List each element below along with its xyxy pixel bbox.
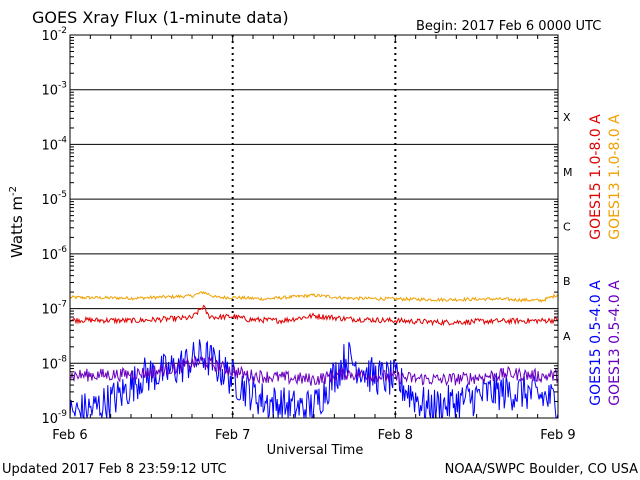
legend: GOES15 1.0-8.0 A GOES13 1.0-8.0 A GOES15 0… [588,114,623,406]
legend-entry: GOES15 1.0-8.0 A [588,114,604,240]
legend-entry: GOES15 0.5-4.0 A [588,280,604,406]
y-tick-label: 10-7 [41,300,67,318]
flare-class-label: M [563,166,573,179]
flare-class-labels: A B C M X [563,111,573,343]
y-tick-exponent: -4 [58,135,67,145]
x-tick-labels: Feb 6 Feb 7 Feb 8 Feb 9 [52,428,575,443]
credit-text: NOAA/SWPC Boulder, CO USA [445,462,638,477]
flare-class-label: C [563,221,571,234]
y-axis-label: Watts m-2 [8,186,26,258]
y-tick-exponent: -6 [58,245,67,255]
axes-layer [69,35,559,418]
updated-timestamp: Updated 2017 Feb 8 23:59:12 UTC [2,462,227,477]
y-tick-base: 10 [41,29,58,44]
y-tick-base: 10 [41,138,58,153]
x-tick-label: Feb 7 [215,428,250,443]
plot-frame [69,34,559,419]
series-line [69,339,559,420]
series-line [69,355,559,387]
flare-class-label: A [563,330,571,343]
y-tick-exponent: -2 [58,26,67,36]
chart-subtitle: Begin: 2017 Feb 6 0000 UTC [416,19,601,34]
x-tick-label: Feb 6 [52,428,87,443]
y-tick-label: 10-4 [41,135,67,153]
legend-entry: GOES13 1.0-8.0 A [607,114,623,240]
y-tick-label: 10-3 [41,81,67,99]
x-tick-label: Feb 8 [378,428,413,443]
y-tick-label: 10-6 [41,245,67,263]
series-line [69,304,559,327]
y-tick-label: 10-2 [41,26,67,44]
y-tick-base: 10 [41,84,58,99]
y-tick-base: 10 [41,357,58,372]
y-tick-base: 10 [41,303,58,318]
y-tick-label: 10-9 [41,409,67,427]
series-line [69,290,559,304]
y-tick-exponent: -8 [58,354,67,364]
y-tick-base: 10 [41,412,58,427]
y-tick-base: 10 [41,248,58,263]
flare-class-label: B [563,275,571,288]
y-tick-base: 10 [41,193,58,208]
x-axis-label: Universal Time [267,443,364,458]
x-tick-label: Feb 9 [540,428,575,443]
y-tick-exponent: -7 [58,300,67,310]
flare-class-label: X [563,111,571,124]
y-tick-exponent: -3 [58,81,67,91]
y-tick-exponent: -5 [58,190,67,200]
y-axis-label-text: Watts m [8,196,26,258]
y-axis-label-exponent: -2 [8,186,19,196]
y-tick-label: 10-8 [41,354,67,372]
grid-layer [70,34,558,419]
series-layer [69,290,559,420]
y-tick-labels: 10-910-810-710-610-510-410-310-2 [41,26,67,427]
chart-title: GOES Xray Flux (1-minute data) [32,8,289,27]
y-tick-exponent: -9 [58,409,67,419]
y-tick-label: 10-5 [41,190,67,208]
legend-entry: GOES13 0.5-4.0 A [607,280,623,406]
